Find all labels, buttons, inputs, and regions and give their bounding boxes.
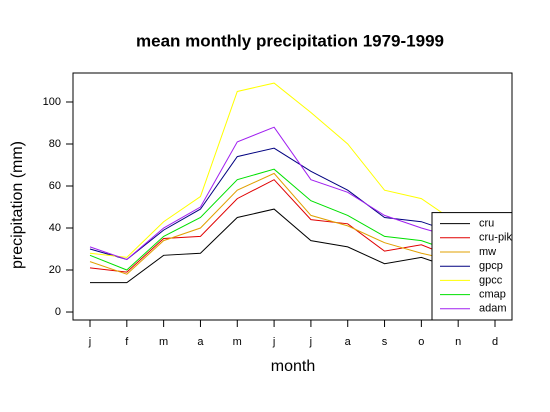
x-axis-label: month: [271, 358, 315, 375]
legend-label: cmap: [479, 289, 506, 301]
y-tick-label: 20: [49, 264, 61, 276]
x-tick-label: n: [455, 336, 461, 348]
x-tick-label: f: [125, 336, 129, 348]
y-tick-label: 80: [49, 138, 61, 150]
legend-label: adam: [479, 303, 507, 315]
x-tick-label: s: [382, 336, 388, 348]
y-axis-label: precipitation (mm): [9, 141, 26, 269]
series-line: [89, 82, 496, 258]
legend-label: cru-pik: [479, 232, 513, 244]
series-line: [89, 179, 496, 273]
series-line: [89, 147, 496, 261]
series-line: [90, 208, 496, 284]
plot-frame: [72, 72, 513, 321]
x-tick-label: j: [309, 336, 312, 348]
x-tick-label: m: [233, 336, 242, 348]
y-tick-label: 60: [49, 180, 61, 192]
x-tick-label: m: [159, 336, 168, 348]
legend-label: mw: [479, 246, 496, 258]
legend-label: cru: [479, 218, 494, 230]
x-tick-label: o: [418, 336, 424, 348]
series-line: [89, 126, 496, 261]
y-tick-label: 0: [55, 306, 61, 318]
legend-label: gpcp: [479, 260, 503, 272]
legend-label: gpcc: [479, 274, 503, 286]
chart-title: mean monthly precipitation 1979-1999: [136, 31, 444, 50]
series-line: [89, 168, 496, 271]
x-tick-label: a: [345, 336, 352, 348]
series-line: [89, 172, 496, 275]
x-tick-label: d: [492, 336, 498, 348]
x-tick-label: a: [197, 336, 204, 348]
y-tick-label: 40: [49, 222, 61, 234]
x-tick-label: j: [272, 336, 275, 348]
x-tick-label: j: [88, 336, 91, 348]
y-tick-label: 100: [43, 96, 61, 108]
